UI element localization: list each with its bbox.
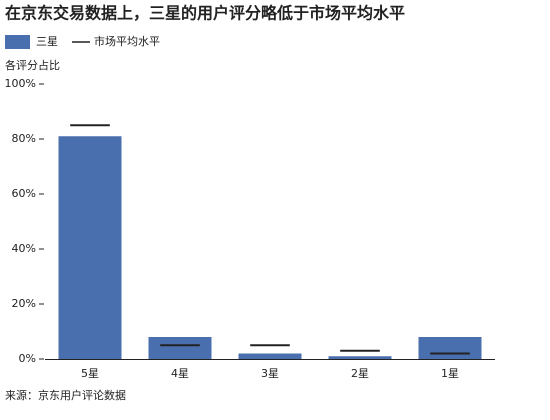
x-tick-label: 2星 (351, 367, 369, 380)
bar (148, 337, 212, 359)
y-axis-label: 各评分占比 (5, 58, 60, 72)
y-tick-label: 20% (12, 297, 36, 310)
y-tick-label: 80% (12, 132, 36, 145)
legend-label: 三星 (36, 35, 58, 48)
y-tick-label: 40% (12, 242, 36, 255)
legend-swatch (5, 35, 30, 49)
source: 来源：京东用户评论数据 (5, 388, 126, 402)
x-tick-label: 4星 (171, 367, 189, 380)
y-tick-label: 100% (5, 77, 36, 90)
y-tick-label: 60% (12, 187, 36, 200)
x-tick-label: 3星 (261, 367, 279, 380)
chart-title: 在京东交易数据上，三星的用户评分略低于市场平均水平 (5, 4, 405, 23)
bar (418, 337, 482, 359)
x-tick-label: 5星 (81, 367, 99, 380)
bar (58, 136, 122, 359)
y-tick-label: 0% (19, 352, 36, 365)
bar (328, 356, 392, 359)
legend-label: 市场平均水平 (94, 34, 160, 48)
x-tick-label: 1星 (441, 367, 459, 380)
bar (238, 353, 302, 359)
